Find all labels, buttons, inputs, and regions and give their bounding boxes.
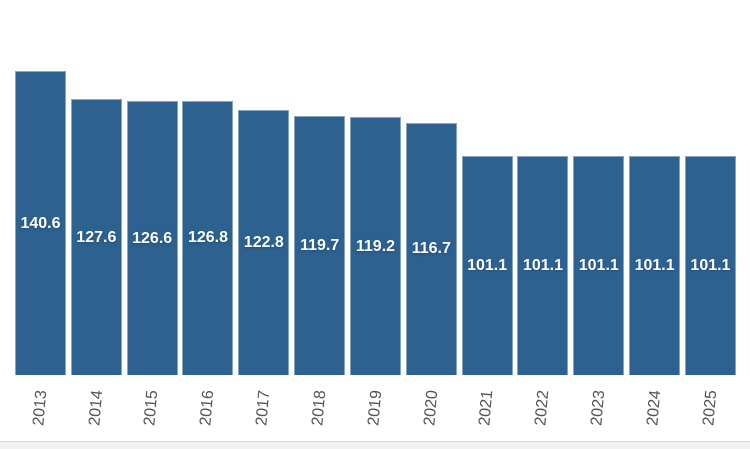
bar-value-label: 122.8 — [243, 233, 284, 251]
x-tick-2025: 2025 — [685, 375, 736, 441]
bar-value-label: 119.7 — [300, 237, 340, 255]
x-tick-2014: 2014 — [71, 375, 122, 441]
x-tick-2016: 2016 — [182, 375, 233, 441]
bar-2014[interactable]: 127.6 — [70, 99, 122, 375]
x-tick-label: 2016 — [197, 389, 218, 427]
bar-2015[interactable]: 126.6 — [126, 101, 178, 375]
bar-2018[interactable]: 119.7 — [294, 116, 346, 375]
bar-2020[interactable]: 116.7 — [405, 122, 457, 375]
x-tick-2019: 2019 — [350, 375, 401, 441]
bar-value-label: 101.1 — [578, 257, 619, 275]
x-tick-label: 2019 — [364, 389, 385, 427]
bar-2017[interactable]: 122.8 — [238, 109, 290, 375]
bar-2021[interactable]: 101.1 — [461, 156, 513, 375]
bar-2024[interactable]: 101.1 — [629, 156, 681, 375]
x-tick-label: 2021 — [476, 389, 497, 427]
x-tick-2015: 2015 — [127, 375, 178, 441]
x-tick-label: 2022 — [532, 389, 553, 427]
bar-value-label: 101.1 — [467, 257, 508, 275]
bar-value-label: 116.7 — [411, 240, 451, 258]
bar-value-label: 127.6 — [76, 228, 117, 246]
x-tick-2018: 2018 — [294, 375, 345, 441]
x-axis: 2013 2014 2015 2016 2017 2018 2019 2020 2021 2022… — [15, 375, 736, 441]
bar-2022[interactable]: 101.1 — [517, 156, 569, 375]
x-tick-label: 2024 — [644, 389, 665, 427]
x-tick-2013: 2013 — [15, 375, 66, 441]
bar-value-label: 126.8 — [187, 229, 229, 247]
bar-value-label: 126.6 — [132, 229, 173, 247]
bar-2016[interactable]: 126.8 — [182, 100, 234, 375]
x-tick-2022: 2022 — [517, 375, 568, 441]
x-tick-label: 2023 — [588, 389, 609, 427]
x-tick-label: 2014 — [85, 389, 106, 427]
x-tick-label: 2013 — [29, 389, 51, 427]
bar-value-label: 101.1 — [634, 257, 675, 275]
x-tick-label: 2025 — [699, 389, 720, 427]
x-tick-2021: 2021 — [462, 375, 513, 441]
bar-value-label: 101.1 — [522, 257, 563, 275]
bar-value-label: 140.6 — [20, 214, 61, 232]
x-tick-label: 2015 — [141, 389, 162, 427]
footer-strip — [0, 441, 750, 449]
x-tick-label: 2018 — [309, 389, 330, 427]
bar-value-label: 119.2 — [355, 237, 396, 255]
bar-2019[interactable]: 119.2 — [349, 117, 401, 375]
x-tick-2023: 2023 — [573, 375, 624, 441]
bar-value-label: 101.1 — [690, 257, 731, 275]
plot-area: 140.6 127.6 126.6 126.8 122.8 119.7 119.2 116.7… — [15, 0, 736, 375]
x-tick-label: 2020 — [420, 389, 441, 427]
bar-2013[interactable]: 140.6 — [15, 71, 66, 375]
bar-2025[interactable]: 101.1 — [684, 156, 736, 375]
x-tick-label: 2017 — [253, 389, 274, 427]
x-tick-2024: 2024 — [629, 375, 680, 441]
x-tick-2020: 2020 — [406, 375, 457, 441]
bar-2023[interactable]: 101.1 — [573, 156, 625, 375]
x-tick-2017: 2017 — [238, 375, 289, 441]
